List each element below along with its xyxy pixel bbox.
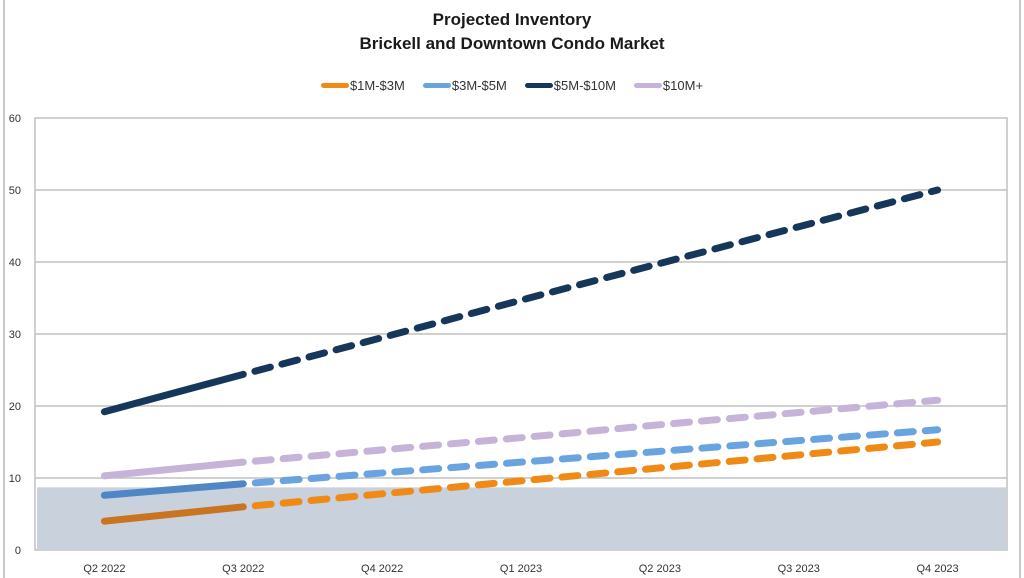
x-tick-label: Q3 2022: [222, 563, 264, 575]
x-tick-label: Q4 2022: [361, 563, 403, 575]
y-tick-label: 60: [9, 113, 21, 125]
y-tick-label: 0: [15, 545, 21, 557]
y-tick-label: 40: [9, 257, 21, 269]
y-tick-label: 50: [9, 185, 21, 197]
y-tick-label: 30: [9, 329, 21, 341]
x-tick-label: Q1 2023: [500, 563, 542, 575]
x-tick-label: Q2 2023: [639, 563, 681, 575]
y-tick-label: 20: [9, 401, 21, 413]
x-tick-label: Q3 2023: [778, 563, 820, 575]
x-tick-label: Q4 2023: [916, 563, 958, 575]
y-tick-label: 10: [9, 473, 21, 485]
shaded-band: [37, 487, 1006, 550]
x-tick-label: Q2 2022: [83, 563, 125, 575]
